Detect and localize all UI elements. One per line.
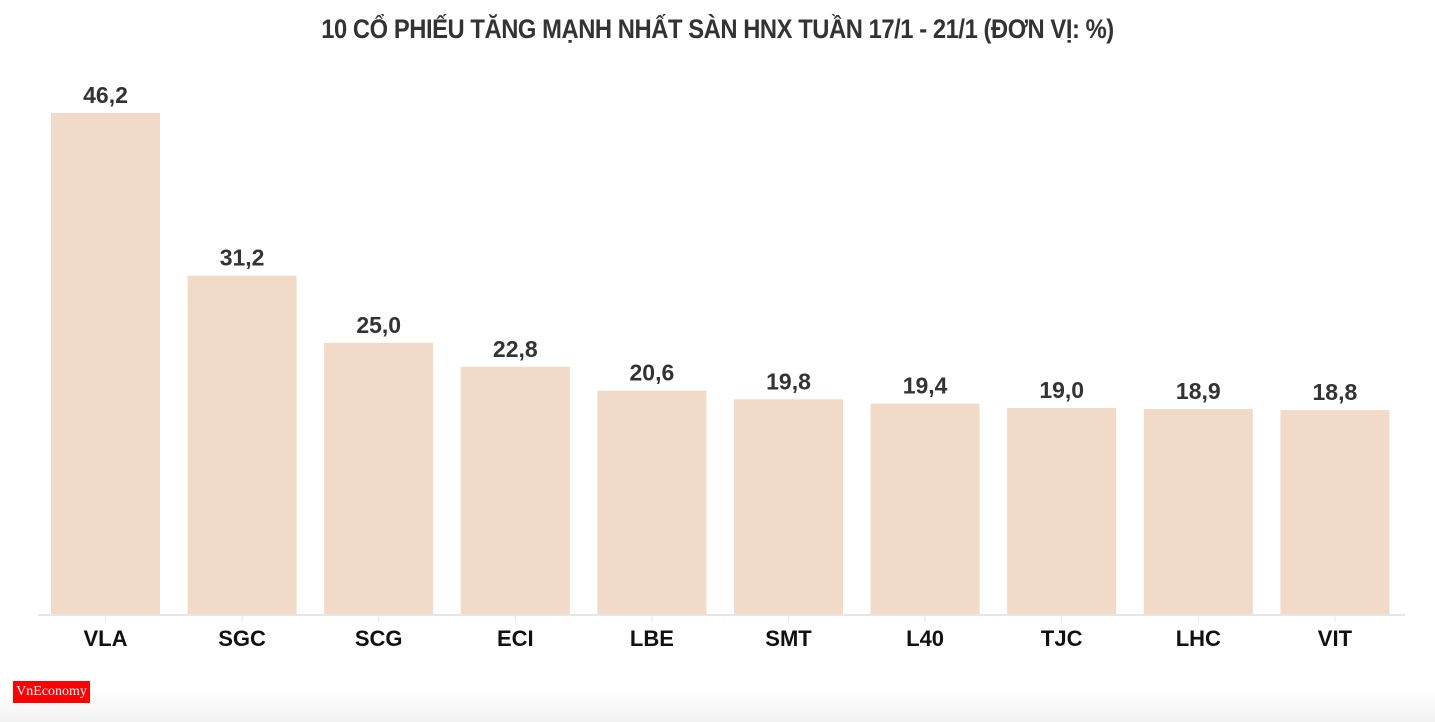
x-tick-label: SGC — [218, 626, 266, 651]
bar-eci — [460, 366, 570, 614]
x-tick-label: LBE — [630, 626, 674, 651]
bar-vit — [1280, 410, 1390, 614]
x-tick-label: VLA — [84, 626, 128, 651]
data-label: 18,8 — [1313, 379, 1358, 405]
bar-scg — [324, 342, 434, 614]
data-label: 19,0 — [1039, 377, 1084, 403]
bar-lbe — [597, 390, 707, 614]
bar-vla — [51, 113, 160, 614]
x-tick-label: L40 — [906, 626, 944, 651]
bar-smt — [734, 399, 843, 614]
data-label: 46,2 — [83, 82, 128, 108]
x-tick-label: TJC — [1041, 626, 1083, 651]
x-tick-label: LHC — [1176, 626, 1221, 651]
footer — [0, 690, 1435, 722]
data-label: 20,6 — [630, 360, 675, 386]
vneconomy-logo: VnEconomy — [13, 681, 90, 703]
data-label: 18,9 — [1176, 378, 1221, 404]
bar-tjc — [1007, 407, 1117, 614]
data-label: 19,4 — [903, 373, 948, 399]
x-tick-label: VIT — [1318, 626, 1353, 651]
bar-l40 — [870, 403, 980, 614]
x-tick-label: SMT — [765, 626, 812, 651]
bar-sgc — [187, 275, 297, 614]
data-label: 25,0 — [356, 312, 401, 338]
data-label: 22,8 — [493, 336, 538, 362]
x-tick-label: ECI — [497, 626, 534, 651]
x-tick-label: SCG — [355, 626, 403, 651]
data-label: 31,2 — [220, 245, 265, 271]
data-label: 19,8 — [766, 368, 811, 394]
bar-lhc — [1143, 409, 1253, 614]
chart-title: 10 CỔ PHIẾU TĂNG MẠNH NHẤT SÀN HNX TUẦN … — [321, 14, 1114, 44]
logo-subtitle — [13, 704, 90, 707]
